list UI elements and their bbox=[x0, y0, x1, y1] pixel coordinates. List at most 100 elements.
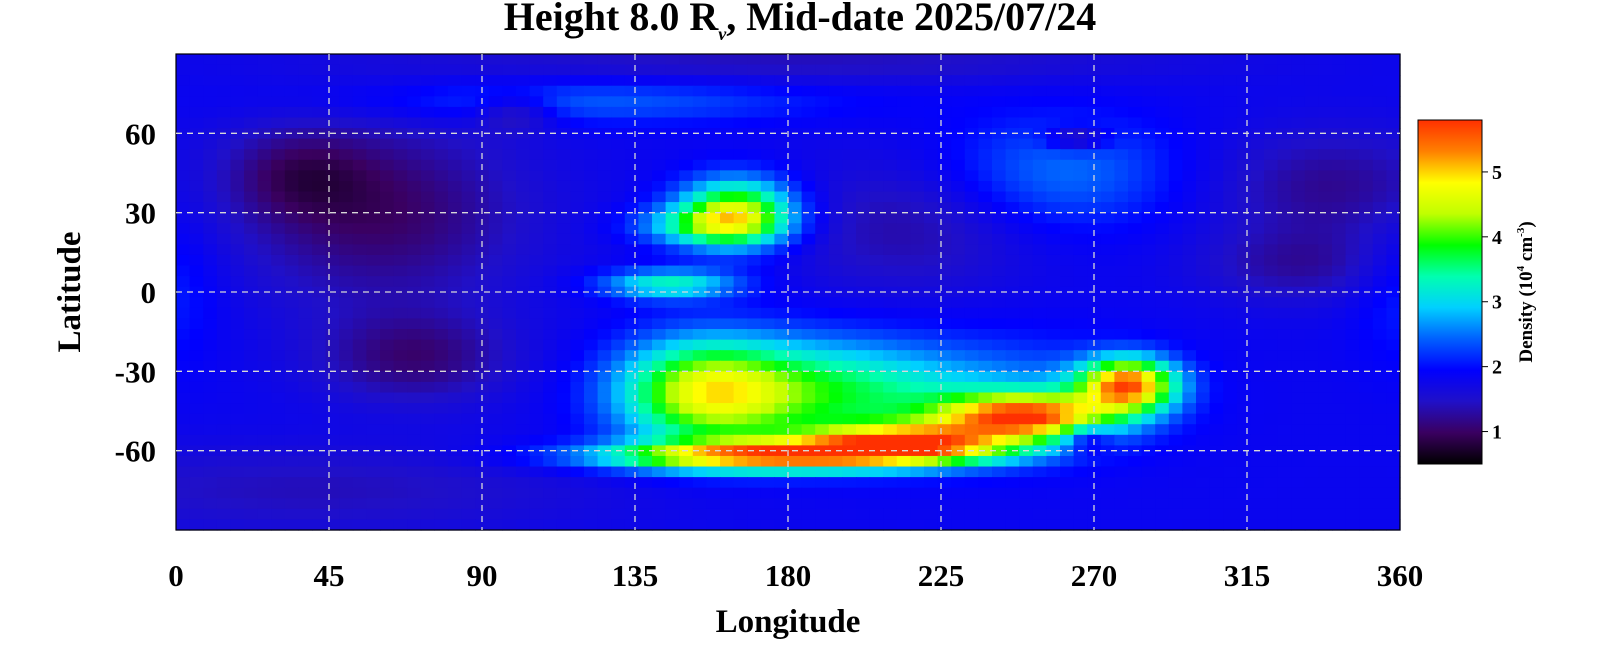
heatmap-cell bbox=[189, 413, 204, 425]
heatmap-cell bbox=[951, 498, 966, 510]
heatmap-cell bbox=[1304, 170, 1319, 182]
heatmap-cell bbox=[611, 138, 626, 150]
heatmap-cell bbox=[461, 339, 476, 351]
heatmap-cell bbox=[352, 117, 367, 129]
heatmap-cell bbox=[597, 371, 612, 383]
heatmap-cell bbox=[502, 403, 517, 415]
heatmap-cell bbox=[1141, 498, 1156, 510]
heatmap-cell bbox=[937, 371, 952, 383]
heatmap-cell bbox=[1345, 424, 1360, 436]
heatmap-cell bbox=[516, 339, 531, 351]
heatmap-cell bbox=[434, 318, 449, 330]
heatmap-cell bbox=[1359, 413, 1374, 425]
heatmap-cell bbox=[1209, 233, 1224, 245]
heatmap-cell bbox=[230, 466, 245, 478]
heatmap-cell bbox=[815, 138, 830, 150]
heatmap-cell bbox=[856, 54, 871, 66]
heatmap-cell bbox=[230, 138, 245, 150]
heatmap-cell bbox=[529, 254, 544, 267]
heatmap-cell bbox=[488, 371, 503, 383]
heatmap-cell bbox=[1032, 487, 1047, 499]
heatmap-cell bbox=[1264, 244, 1279, 256]
heatmap-cell bbox=[679, 360, 694, 372]
heatmap-cell bbox=[774, 403, 789, 415]
heatmap-cell bbox=[271, 244, 286, 256]
heatmap-cell bbox=[1168, 202, 1183, 214]
heatmap-cell bbox=[1359, 318, 1374, 330]
heatmap-cell bbox=[434, 212, 449, 224]
heatmap-cell bbox=[1196, 297, 1211, 309]
heatmap-cell bbox=[284, 233, 299, 245]
heatmap-cell bbox=[230, 519, 245, 531]
heatmap-cell bbox=[516, 244, 531, 256]
heatmap-cell bbox=[856, 64, 871, 76]
heatmap-cell bbox=[706, 265, 721, 277]
heatmap-cell bbox=[801, 233, 816, 245]
heatmap-cell bbox=[1250, 487, 1265, 499]
plot-area bbox=[175, 53, 1401, 531]
heatmap-cell bbox=[692, 487, 707, 499]
heatmap-cell bbox=[733, 466, 748, 478]
heatmap-cell bbox=[652, 128, 667, 140]
heatmap-cell bbox=[1291, 233, 1306, 245]
heatmap-cell bbox=[502, 180, 517, 193]
heatmap-cell bbox=[760, 96, 775, 108]
heatmap-cell bbox=[1073, 498, 1088, 510]
heatmap-cell bbox=[1236, 339, 1251, 351]
heatmap-cell bbox=[556, 117, 571, 129]
heatmap-cell bbox=[1277, 223, 1292, 235]
heatmap-cell bbox=[516, 85, 531, 97]
heatmap-cell bbox=[937, 170, 952, 182]
heatmap-cell bbox=[1318, 75, 1333, 87]
heatmap-cell bbox=[624, 265, 639, 277]
heatmap-cell bbox=[1236, 498, 1251, 510]
heatmap-cell bbox=[679, 180, 694, 193]
heatmap-cell bbox=[584, 381, 599, 394]
heatmap-cell bbox=[964, 307, 979, 320]
heatmap-cell bbox=[1046, 477, 1061, 489]
heatmap-cell bbox=[1345, 297, 1360, 309]
heatmap-cell bbox=[1032, 498, 1047, 510]
heatmap-cell bbox=[284, 498, 299, 510]
heatmap-cell bbox=[1182, 191, 1197, 203]
heatmap-cell bbox=[244, 318, 259, 330]
heatmap-cell bbox=[434, 371, 449, 383]
heatmap-cell bbox=[461, 54, 476, 66]
heatmap-cell bbox=[230, 212, 245, 224]
heatmap-cell bbox=[271, 54, 286, 66]
heatmap-cell bbox=[624, 106, 639, 119]
heatmap-cell bbox=[828, 286, 843, 298]
heatmap-cell bbox=[1359, 424, 1374, 436]
heatmap-cell bbox=[230, 85, 245, 97]
heatmap-cell bbox=[992, 223, 1007, 235]
heatmap-cell bbox=[1345, 466, 1360, 478]
heatmap-cell bbox=[638, 54, 653, 66]
heatmap-cell bbox=[1250, 254, 1265, 267]
heatmap-cell bbox=[448, 149, 463, 161]
heatmap-cell bbox=[1073, 339, 1088, 351]
heatmap-cell bbox=[434, 307, 449, 320]
heatmap-cell bbox=[1155, 149, 1170, 161]
heatmap-cell bbox=[529, 265, 544, 277]
heatmap-cell bbox=[1359, 106, 1374, 119]
heatmap-cell bbox=[1128, 223, 1143, 235]
heatmap-cell bbox=[896, 339, 911, 351]
heatmap-cell bbox=[937, 297, 952, 309]
heatmap-cell bbox=[407, 159, 422, 171]
heatmap-cell bbox=[448, 424, 463, 436]
heatmap-cell bbox=[1182, 149, 1197, 161]
heatmap-cell bbox=[1046, 96, 1061, 108]
heatmap-cell bbox=[1291, 254, 1306, 267]
heatmap-cell bbox=[828, 202, 843, 214]
heatmap-cell bbox=[1291, 54, 1306, 66]
heatmap-cell bbox=[216, 191, 231, 203]
heatmap-cell bbox=[393, 191, 408, 203]
heatmap-cell bbox=[189, 477, 204, 489]
heatmap-cell bbox=[801, 54, 816, 66]
heatmap-cell bbox=[747, 191, 762, 203]
colorbar-tick-label: 4 bbox=[1492, 227, 1502, 249]
heatmap-cell bbox=[1005, 96, 1020, 108]
heatmap-cell bbox=[1100, 307, 1115, 320]
heatmap-cell bbox=[230, 106, 245, 119]
